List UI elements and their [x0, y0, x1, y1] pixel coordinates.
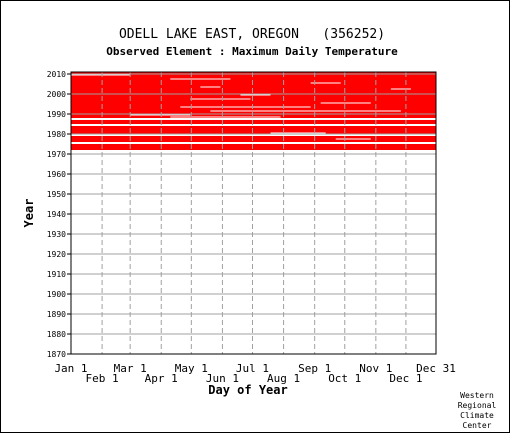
y-axis-title: Year	[22, 199, 36, 228]
data-layer	[71, 72, 436, 150]
y-tick-label: 2010	[47, 70, 66, 79]
y-tick-label: 1980	[47, 130, 66, 139]
y-tick-label: 1990	[47, 110, 66, 119]
y-tick-label: 1870	[47, 350, 66, 359]
missing-segment	[240, 94, 271, 96]
credit-line-3: Climate	[460, 411, 494, 420]
label-layer: 1870 1880 1890 1900 1910 1920 1930 1940 1950 1960…	[47, 70, 456, 385]
x-tick-label: Apr 1	[145, 372, 178, 385]
missing-segment	[200, 86, 221, 88]
missing-segment	[320, 102, 371, 104]
missing-segment	[180, 106, 311, 108]
credit-line-1: Western	[460, 391, 494, 400]
plot-area	[71, 72, 436, 354]
missing-segment	[130, 114, 191, 116]
grid-layer	[71, 72, 436, 354]
x-axis-title: Day of Year	[208, 383, 287, 397]
y-tick-label: 2000	[47, 90, 66, 99]
y-tick-label: 1960	[47, 170, 66, 179]
x-tick-label: Mar 1	[114, 362, 147, 375]
credit-line-4: Center	[463, 421, 492, 430]
missing-segment	[335, 138, 371, 140]
x-tick-label: Jul 1	[236, 362, 269, 375]
chart-subtitle: Observed Element : Maximum Daily Tempera…	[106, 45, 398, 58]
y-tick-label: 1890	[47, 310, 66, 319]
y-tick-label: 1920	[47, 250, 66, 259]
y-tick-label: 1930	[47, 230, 66, 239]
y-tick-label: 1910	[47, 270, 66, 279]
credit-line-2: Regional	[458, 401, 497, 410]
missing-segment	[71, 74, 131, 76]
x-tick-label: Sep 1	[298, 362, 331, 375]
y-tick-label: 1880	[47, 330, 66, 339]
observed-band	[71, 126, 436, 134]
missing-segment	[190, 98, 251, 100]
observed-band	[71, 144, 436, 150]
missing-segment	[270, 132, 326, 134]
x-tick-label: Jun 1	[206, 372, 239, 385]
x-tick-label: Feb 1	[86, 372, 119, 385]
x-tick-label: Nov 1	[359, 362, 392, 375]
x-tick-label: Dec 31	[416, 362, 456, 375]
observed-band	[71, 136, 436, 142]
y-tick-label: 1970	[47, 150, 66, 159]
missing-segment	[170, 78, 231, 80]
plot-frame	[70, 71, 437, 355]
missing-segment	[310, 82, 341, 84]
x-tick-label: Oct 1	[328, 372, 361, 385]
missing-segment	[390, 88, 411, 90]
missing-segment	[170, 116, 281, 118]
chart-title: ODELL LAKE EAST, OREGON (356252)	[119, 27, 385, 42]
x-tick-label: May 1	[175, 362, 208, 375]
y-tick-label: 1900	[47, 290, 66, 299]
observed-band	[71, 120, 436, 124]
missing-segment	[210, 110, 401, 112]
x-tick-label: Aug 1	[267, 372, 300, 385]
x-tick-label: Dec 1	[389, 372, 422, 385]
x-tick-label: Jan 1	[54, 362, 87, 375]
y-tick-label: 1940	[47, 210, 66, 219]
y-tick-label: 1950	[47, 190, 66, 199]
